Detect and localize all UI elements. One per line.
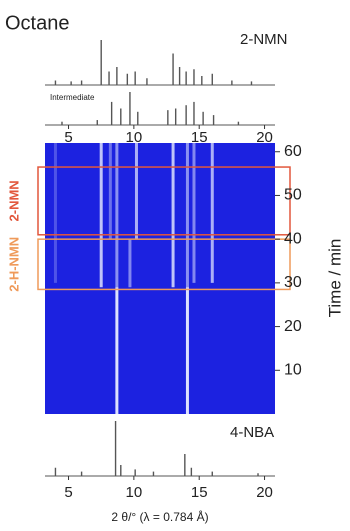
- streak: [185, 287, 189, 414]
- region-label: 2-H-NMN: [6, 237, 21, 292]
- y-tick-label: 20: [284, 318, 302, 335]
- y-tick-label: 50: [284, 187, 302, 204]
- x-tick-label: 20: [256, 484, 273, 501]
- y-tick-label: 30: [284, 274, 302, 291]
- streak: [53, 143, 57, 283]
- x-tick-label: 10: [126, 129, 143, 146]
- x-tick-label: 15: [191, 484, 208, 501]
- y-axis-label: Time / min: [325, 239, 344, 318]
- region-box: [37, 166, 291, 236]
- region-box: [37, 238, 291, 291]
- streak: [185, 143, 189, 288]
- streak: [192, 143, 196, 283]
- streak: [171, 143, 175, 288]
- streak: [99, 143, 103, 288]
- heatmap-background: [45, 143, 275, 414]
- pattern-label: 4-NBA: [230, 424, 274, 441]
- x-tick-label: 20: [256, 129, 273, 146]
- x-tick-label: 15: [191, 129, 208, 146]
- figure-title: Octane: [5, 12, 69, 34]
- y-tick-label: 10: [284, 362, 302, 379]
- streak: [115, 143, 119, 288]
- region-label: 2-NMN: [6, 180, 21, 221]
- x-axis-label: 2 θ/° (λ = 0.784 Å): [111, 509, 208, 524]
- x-tick-label: 10: [126, 484, 143, 501]
- x-tick-label: 5: [64, 484, 72, 501]
- y-tick-label: 60: [284, 143, 302, 160]
- streak: [134, 143, 138, 240]
- y-tick-label: 40: [284, 230, 302, 247]
- streak: [128, 239, 132, 288]
- streak: [210, 143, 214, 283]
- streak: [115, 287, 119, 414]
- pattern-label: Intermediate: [50, 93, 95, 102]
- streak: [108, 143, 112, 240]
- x-tick-label: 5: [64, 129, 72, 146]
- pattern-label: 2-NMN: [240, 31, 288, 48]
